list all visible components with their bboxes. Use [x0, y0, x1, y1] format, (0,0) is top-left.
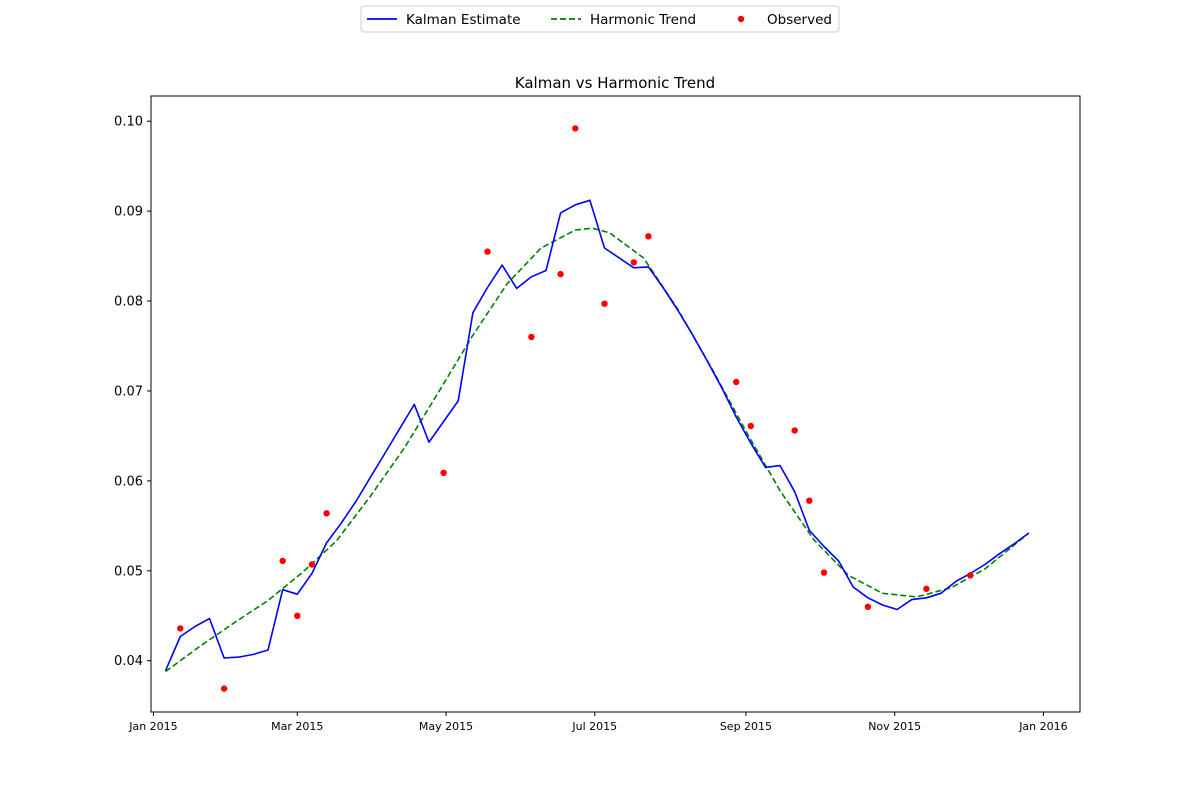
- kalman-estimate-line: [164, 199, 1030, 671]
- observed-point: [630, 259, 637, 266]
- observed-point: [294, 612, 301, 619]
- observed-point: [528, 333, 535, 341]
- observed-point: [601, 300, 608, 307]
- x-tick-label: Sep 2015: [720, 720, 772, 733]
- observed-point: [806, 497, 813, 504]
- plot-frame: [150, 95, 1081, 713]
- y-axis: 0.04 0.05 0.06 0.07 0.08 0.09 0.10: [114, 115, 151, 669]
- y-tick-label: 0.04: [114, 654, 143, 669]
- x-tick-label: Jul 2015: [571, 720, 617, 733]
- observed-point: [220, 685, 228, 692]
- observed-point: [177, 625, 184, 632]
- legend-observed-swatch: [737, 15, 745, 23]
- observed-point: [440, 469, 447, 476]
- x-tick-label: Mar 2015: [271, 720, 323, 733]
- observed-point: [645, 233, 652, 240]
- observed-point: [279, 557, 286, 565]
- observed-point: [747, 422, 754, 430]
- observed-point: [557, 270, 564, 278]
- x-tick-label: Jan 2016: [1018, 720, 1067, 733]
- observed-point: [323, 510, 330, 517]
- observed-points: [177, 125, 974, 692]
- y-tick-label: 0.05: [114, 564, 143, 579]
- observed-point: [967, 572, 974, 579]
- legend: Kalman Estimate Harmonic Trend Observed: [360, 5, 840, 33]
- observed-point: [820, 569, 828, 576]
- chart-title: Kalman vs Harmonic Trend: [515, 74, 715, 92]
- x-tick-label: May 2015: [419, 720, 473, 733]
- y-tick-label: 0.06: [114, 474, 143, 489]
- observed-point: [923, 585, 930, 592]
- observed-point: [572, 125, 579, 132]
- legend-observed-label: Observed: [767, 12, 832, 28]
- observed-point: [308, 561, 316, 568]
- y-tick-label: 0.09: [114, 205, 143, 220]
- legend-kalman-label: Kalman Estimate: [406, 12, 521, 28]
- observed-point: [484, 248, 491, 255]
- observed-point: [791, 427, 798, 434]
- x-axis: Jan 2015 Mar 2015 May 2015 Jul 2015 Sep 2015…: [128, 712, 1068, 733]
- x-tick-label: Jan 2015: [128, 720, 177, 733]
- legend-frame: [360, 5, 840, 33]
- observed-point: [864, 603, 872, 610]
- observed-point: [733, 378, 740, 386]
- x-tick-label: Nov 2015: [868, 720, 921, 733]
- y-tick-label: 0.10: [114, 115, 143, 130]
- y-tick-label: 0.07: [114, 384, 143, 399]
- y-tick-label: 0.08: [114, 295, 143, 310]
- legend-harmonic-label: Harmonic Trend: [590, 12, 696, 28]
- plot-area: [151, 96, 1080, 712]
